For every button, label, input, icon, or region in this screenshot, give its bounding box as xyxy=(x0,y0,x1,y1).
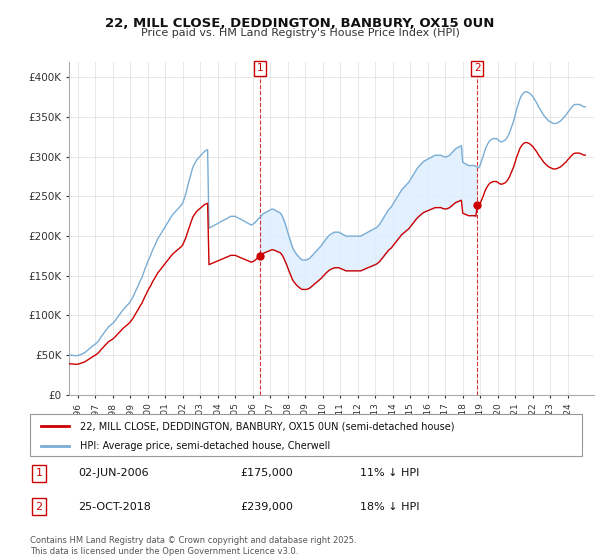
Text: 1: 1 xyxy=(35,468,43,478)
Text: 18% ↓ HPI: 18% ↓ HPI xyxy=(360,502,419,512)
Text: 22, MILL CLOSE, DEDDINGTON, BANBURY, OX15 0UN: 22, MILL CLOSE, DEDDINGTON, BANBURY, OX1… xyxy=(106,17,494,30)
Text: 1: 1 xyxy=(257,63,263,73)
Text: 11% ↓ HPI: 11% ↓ HPI xyxy=(360,468,419,478)
Text: £239,000: £239,000 xyxy=(240,502,293,512)
Text: £175,000: £175,000 xyxy=(240,468,293,478)
Text: 02-JUN-2006: 02-JUN-2006 xyxy=(78,468,149,478)
Text: 2: 2 xyxy=(474,63,481,73)
Text: 2: 2 xyxy=(35,502,43,512)
Text: Contains HM Land Registry data © Crown copyright and database right 2025.
This d: Contains HM Land Registry data © Crown c… xyxy=(30,536,356,556)
Text: HPI: Average price, semi-detached house, Cherwell: HPI: Average price, semi-detached house,… xyxy=(80,441,330,451)
Text: Price paid vs. HM Land Registry's House Price Index (HPI): Price paid vs. HM Land Registry's House … xyxy=(140,28,460,38)
Text: 25-OCT-2018: 25-OCT-2018 xyxy=(78,502,151,512)
Text: 22, MILL CLOSE, DEDDINGTON, BANBURY, OX15 0UN (semi-detached house): 22, MILL CLOSE, DEDDINGTON, BANBURY, OX1… xyxy=(80,421,454,431)
